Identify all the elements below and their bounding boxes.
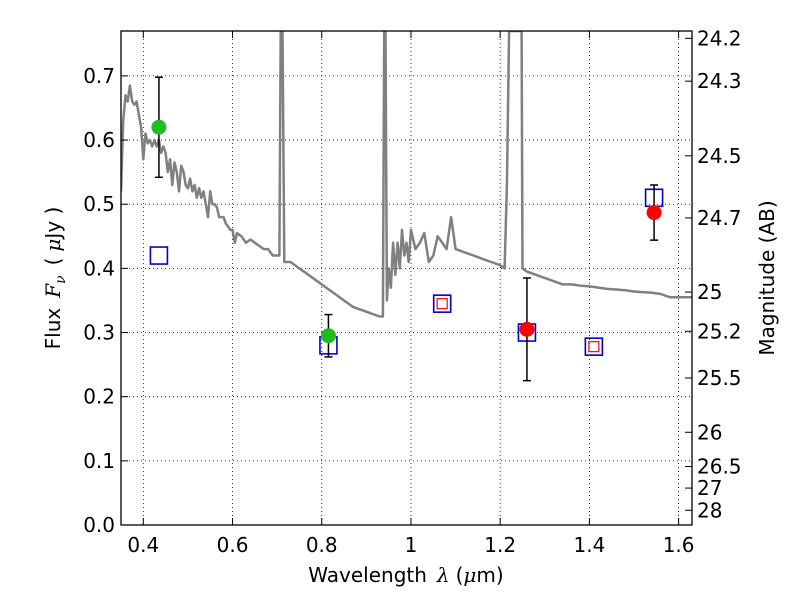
model-photometry-square <box>149 246 169 265</box>
y-axis-label: Flux <box>41 308 65 350</box>
observed-flux-point <box>320 328 336 344</box>
y-tick-label: 0.2 <box>83 385 115 409</box>
y-axis-symbol: F <box>41 283 65 299</box>
x-tick-label: 1 <box>405 533 418 557</box>
x-axis-unit-open: ( <box>456 563 464 587</box>
y2-tick-label: 25.2 <box>697 319 742 343</box>
y-axis-title: Flux Fν ( μJy ) <box>41 207 69 350</box>
observed-flux-point <box>151 119 167 135</box>
y2-tick-label: 28 <box>697 498 722 522</box>
x-axis-label: Wavelength <box>308 563 427 587</box>
model-photometry-square <box>432 294 452 313</box>
x-axis-unit-rest: m) <box>476 563 503 587</box>
y2-tick-label: 24.7 <box>697 206 742 230</box>
y2-tick-label: 27 <box>697 476 722 500</box>
x-tick-label: 0.4 <box>127 533 159 557</box>
sed-model-curve <box>121 31 692 318</box>
x-tick-label: 1.2 <box>484 533 516 557</box>
y-tick-label: 0.3 <box>83 321 115 345</box>
y-axis-symbol-sub: ν <box>53 275 69 284</box>
y-tick-label: 0.6 <box>83 128 115 152</box>
y-tick-label: 0.7 <box>83 64 115 88</box>
x-axis-ticks: 0.4 0.6 0.8 1 1.2 1.4 1.6 <box>127 31 695 557</box>
y2-tick-label: 24.2 <box>697 26 742 50</box>
x-tick-label: 1.4 <box>573 533 605 557</box>
y-axis-unit-open: ( <box>41 258 65 266</box>
observed-flux-point <box>646 205 662 221</box>
model-inner-square <box>436 298 448 310</box>
y2-tick-label: 25.5 <box>697 366 742 390</box>
y-axis-ticks: 0.0 0.1 0.2 0.3 0.4 0.5 0.6 0.7 <box>83 64 128 537</box>
plot-frame <box>120 30 693 526</box>
y2-tick-label: 26.5 <box>697 454 742 478</box>
x-axis-symbol: λ <box>436 563 450 587</box>
x-tick-label: 0.6 <box>217 533 249 557</box>
observed-flux-point <box>519 321 535 337</box>
plot-background <box>121 31 692 525</box>
y-axis-unit-rest: Jy ) <box>41 207 65 241</box>
x-axis-title: Wavelength λ (μm) <box>308 563 503 587</box>
y-tick-label: 0.5 <box>83 192 115 216</box>
y-axis-unit-mu: μ <box>41 239 65 252</box>
y2-tick-label: 24.3 <box>697 69 742 93</box>
x-tick-label: 0.8 <box>306 533 338 557</box>
y-tick-label: 0.4 <box>83 256 115 280</box>
x-axis-unit-mu: μ <box>463 563 476 587</box>
data-layer <box>121 31 692 382</box>
y2-tick-label: 25 <box>697 280 722 304</box>
model-photometry-square <box>584 337 604 356</box>
y2-tick-label: 24.5 <box>697 144 742 168</box>
x-tick-label: 1.6 <box>663 533 695 557</box>
y2-axis-title: Magnitude (AB) <box>755 200 779 355</box>
y-tick-label: 0.0 <box>83 513 115 537</box>
y2-tick-label: 26 <box>697 420 722 444</box>
model-inner-square <box>588 341 600 353</box>
y-tick-label: 0.1 <box>83 449 115 473</box>
